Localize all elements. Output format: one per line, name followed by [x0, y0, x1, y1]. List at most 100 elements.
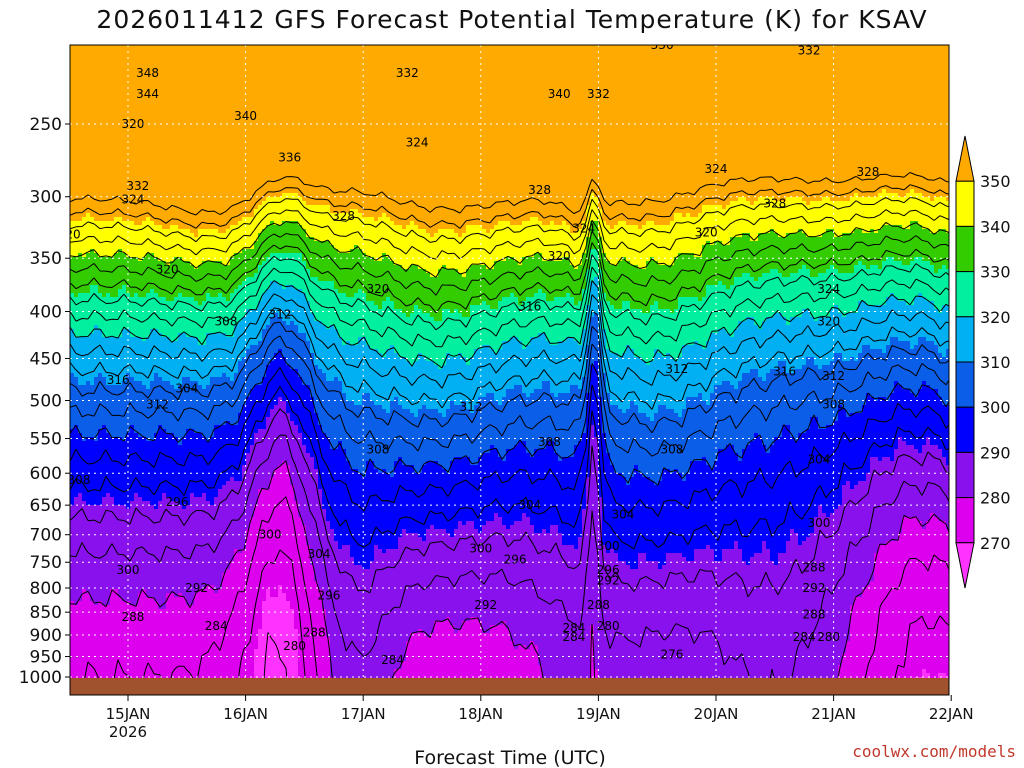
band-cell — [86, 601, 91, 606]
band-cell — [118, 349, 123, 354]
band-cell — [102, 469, 107, 474]
band-cell — [134, 593, 139, 598]
band-cell — [174, 453, 179, 458]
band-cell — [142, 233, 147, 238]
band-cell — [158, 529, 163, 534]
band-cell — [98, 517, 103, 522]
band-cell — [166, 165, 171, 170]
band-cell — [154, 361, 159, 366]
band-cell — [86, 185, 91, 190]
band-cell — [130, 585, 135, 590]
band-cell — [178, 109, 183, 114]
band-cell — [70, 501, 75, 506]
band-cell — [90, 449, 95, 454]
band-cell — [94, 145, 99, 150]
band-cell — [150, 257, 155, 262]
band-cell — [94, 425, 99, 430]
band-cell — [146, 165, 151, 170]
band-cell — [182, 381, 187, 386]
band-cell — [134, 297, 139, 302]
band-cell — [150, 617, 155, 622]
band-cell — [74, 453, 79, 458]
band-cell — [142, 69, 147, 74]
band-cell — [78, 109, 83, 114]
band-cell — [154, 161, 159, 166]
band-cell — [154, 293, 159, 298]
band-cell — [126, 161, 131, 166]
band-cell — [134, 265, 139, 270]
band-cell — [174, 449, 179, 454]
band-cell — [126, 165, 131, 170]
band-cell — [158, 609, 163, 614]
band-cell — [146, 549, 151, 554]
band-cell — [110, 305, 115, 310]
band-cell — [146, 217, 151, 222]
band-cell — [122, 341, 127, 346]
band-cell — [78, 241, 83, 246]
band-cell — [174, 189, 179, 194]
band-cell — [162, 253, 167, 258]
band-cell — [78, 269, 83, 274]
band-cell — [170, 297, 175, 302]
band-cell — [90, 169, 95, 174]
band-cell — [78, 61, 83, 66]
band-cell — [90, 509, 95, 514]
band-cell — [102, 153, 107, 158]
band-cell — [78, 265, 83, 270]
band-cell — [170, 169, 175, 174]
band-cell — [90, 609, 95, 614]
band-cell — [122, 513, 127, 518]
band-cell — [158, 629, 163, 634]
band-cell — [170, 157, 175, 162]
band-cell — [166, 141, 171, 146]
band-cell — [166, 81, 171, 86]
band-cell — [70, 665, 75, 670]
band-cell — [182, 441, 187, 446]
band-cell — [134, 393, 139, 398]
band-cell — [182, 353, 187, 358]
band-cell — [70, 493, 75, 498]
band-cell — [114, 189, 119, 194]
band-cell — [94, 645, 99, 650]
band-cell — [86, 565, 91, 570]
band-cell — [102, 173, 107, 178]
band-cell — [90, 113, 95, 118]
band-cell — [86, 181, 91, 186]
band-cell — [94, 521, 99, 526]
band-cell — [110, 645, 115, 650]
band-cell — [178, 437, 183, 442]
band-cell — [94, 437, 99, 442]
band-cell — [186, 161, 191, 166]
band-cell — [74, 625, 79, 630]
band-cell — [90, 589, 95, 594]
band-cell — [170, 477, 175, 482]
band-cell — [122, 281, 127, 286]
band-cell — [122, 477, 127, 482]
band-cell — [74, 529, 79, 534]
band-cell — [146, 181, 151, 186]
band-cell — [106, 557, 111, 562]
band-cell — [154, 317, 159, 322]
band-cell — [138, 113, 143, 118]
band-cell — [70, 437, 75, 442]
band-cell — [134, 589, 139, 594]
band-cell — [98, 653, 103, 658]
band-cell — [162, 489, 167, 494]
band-cell — [98, 477, 103, 482]
band-cell — [70, 565, 75, 570]
band-cell — [90, 205, 95, 210]
band-cell — [138, 137, 143, 142]
band-cell — [110, 481, 115, 486]
band-cell — [186, 449, 191, 454]
band-cell — [118, 509, 123, 514]
band-cell — [94, 97, 99, 102]
band-cell — [134, 529, 139, 534]
band-cell — [134, 637, 139, 642]
band-cell — [134, 509, 139, 514]
band-cell — [150, 469, 155, 474]
band-cell — [118, 101, 123, 106]
band-cell — [158, 573, 163, 578]
band-cell — [86, 273, 91, 278]
band-cell — [130, 153, 135, 158]
band-cell — [190, 281, 195, 286]
